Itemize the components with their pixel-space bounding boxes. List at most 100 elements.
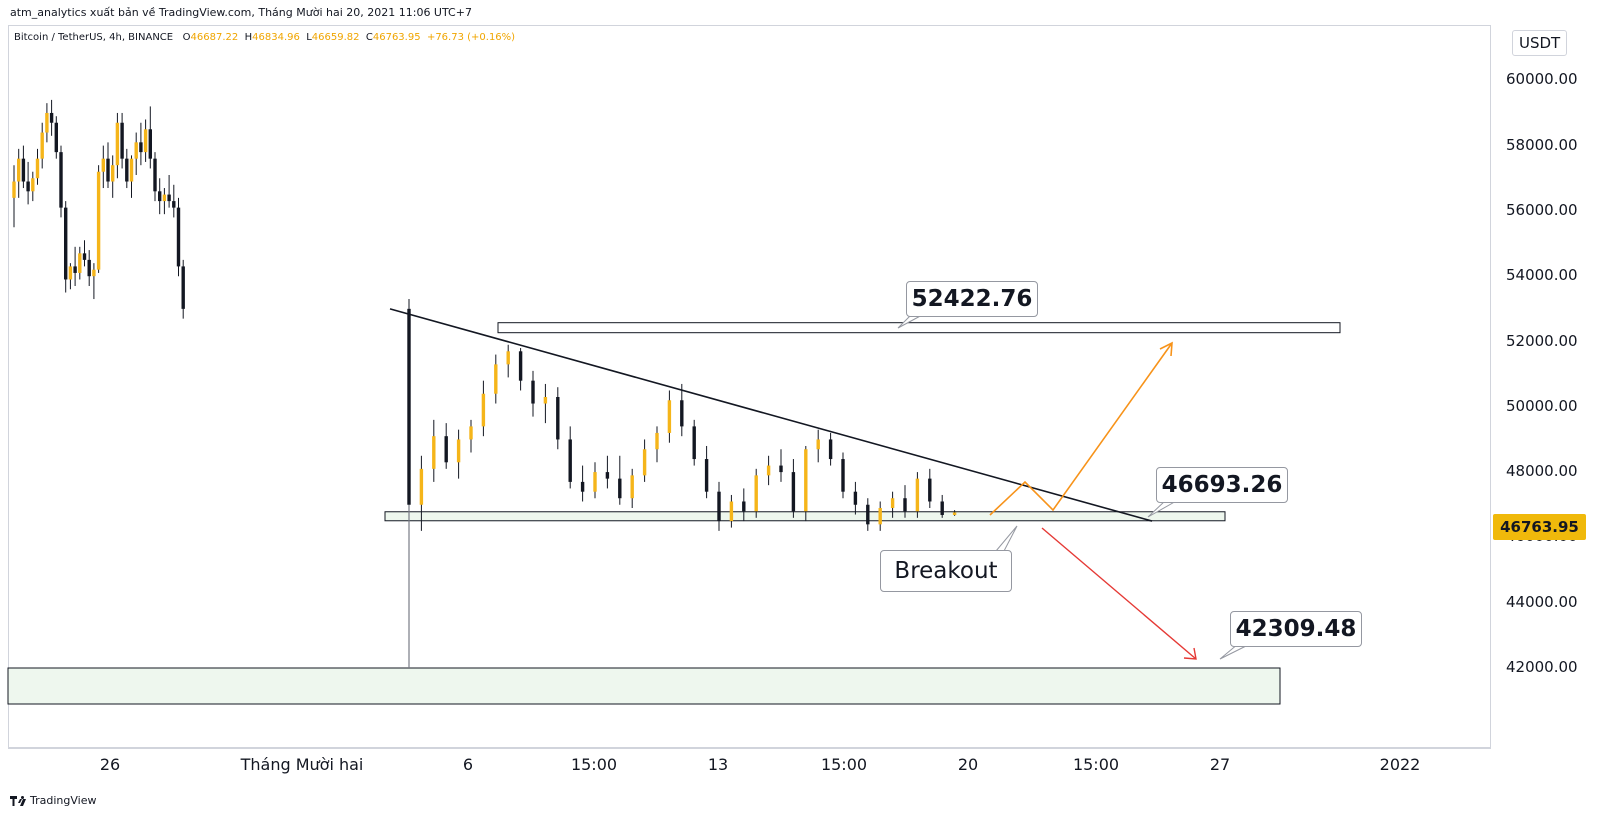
candle — [96, 165, 101, 273]
candle — [642, 439, 647, 482]
candle — [742, 488, 746, 522]
candle — [618, 455, 622, 505]
time-tick: 27 — [1209, 755, 1231, 774]
target-label[interactable]: 42309.48 — [1230, 611, 1362, 647]
candle — [667, 390, 672, 443]
candle — [125, 148, 129, 189]
candle — [12, 165, 16, 228]
candle — [181, 259, 185, 319]
legend-high-key: H — [244, 32, 253, 43]
candle — [779, 449, 783, 482]
legend-symbol: Bitcoin / TetherUS, 4h, BINANCE — [14, 32, 174, 43]
candle — [49, 99, 54, 136]
footer-brand-name: TradingView — [30, 794, 97, 807]
candle — [26, 161, 30, 205]
candle — [31, 171, 35, 202]
candle — [556, 387, 560, 450]
price-tick: 54000.00 — [1506, 266, 1578, 285]
time-tick: Tháng Mười hai — [240, 755, 364, 774]
chart-pane[interactable] — [8, 25, 1491, 748]
breakout-label[interactable]: Breakout — [880, 550, 1012, 592]
candle — [54, 116, 58, 159]
legend-close: 46763.95 — [372, 32, 421, 43]
candle — [87, 250, 91, 286]
time-tick: 15:00 — [570, 755, 618, 774]
price-tick: 42000.00 — [1506, 658, 1578, 676]
candle — [139, 122, 143, 166]
resistance-label[interactable]: 52422.76 — [906, 281, 1038, 317]
candle — [903, 485, 907, 518]
level-zone-target-zone[interactable] — [7, 667, 1281, 705]
candle — [816, 429, 820, 463]
candle — [143, 119, 148, 162]
price-tick: 48000.00 — [1506, 462, 1578, 481]
candle — [106, 142, 110, 189]
candle — [167, 174, 171, 208]
time-tick: 13 — [707, 755, 729, 774]
candle — [158, 178, 162, 215]
support-label[interactable]: 46693.26 — [1156, 467, 1288, 503]
time-tick: 26 — [99, 755, 121, 774]
resistance-label-pointer — [897, 313, 925, 329]
candle — [841, 452, 845, 499]
candle — [680, 383, 684, 437]
candle — [115, 112, 120, 179]
candle — [59, 145, 63, 218]
footer-brand[interactable]: TradingView — [10, 794, 96, 807]
price-tick: 56000.00 — [1506, 200, 1578, 219]
candle — [78, 246, 82, 280]
candle — [878, 501, 882, 531]
candle — [915, 472, 920, 518]
bullish-projection-arrow[interactable] — [989, 342, 1173, 516]
candle — [506, 344, 510, 378]
currency-button[interactable]: USDT — [1512, 30, 1568, 56]
candle — [928, 468, 932, 509]
candle — [866, 498, 870, 531]
support-label-pointer — [1147, 499, 1179, 518]
symbol-legend: Bitcoin / TetherUS, 4h, BINANCE O46687.2… — [14, 32, 515, 43]
candle — [655, 426, 659, 463]
bearish-arrowhead — [1183, 647, 1197, 660]
price-axis[interactable] — [1491, 25, 1600, 748]
legend-low: 46659.82 — [311, 32, 360, 43]
candle — [518, 348, 523, 391]
legend-low-key: L — [306, 32, 312, 43]
candle — [729, 494, 734, 528]
candle — [73, 246, 77, 286]
target-label-pointer — [1219, 643, 1251, 660]
candle — [692, 419, 696, 466]
candle — [605, 455, 610, 489]
candle — [419, 455, 424, 531]
bearish-projection-arrow[interactable] — [1041, 527, 1197, 660]
candle — [828, 432, 833, 466]
candle — [111, 155, 115, 198]
tradingview-logo-icon — [10, 795, 26, 806]
candle — [469, 419, 473, 453]
candle — [630, 468, 634, 509]
candle — [82, 240, 87, 267]
candle — [531, 370, 535, 417]
candle — [162, 188, 167, 215]
price-tick: 60000.00 — [1506, 70, 1578, 89]
level-zone-resistance-zone[interactable] — [497, 322, 1341, 334]
last-price-badge: 46763.95 — [1493, 514, 1586, 540]
level-zone-support-zone[interactable] — [384, 511, 1226, 522]
time-tick: 15:00 — [820, 755, 868, 774]
candle — [494, 354, 498, 404]
candle — [481, 380, 486, 437]
candle — [543, 383, 548, 424]
candle — [129, 155, 134, 198]
candle — [172, 184, 176, 218]
price-tick: 44000.00 — [1506, 592, 1578, 611]
legend-change: +76.73 (+0.16%) — [426, 32, 516, 43]
descending-trendline[interactable] — [389, 308, 1153, 522]
candle — [952, 510, 957, 516]
candle — [68, 263, 73, 290]
candle — [940, 494, 944, 518]
time-tick: 2022 — [1379, 755, 1421, 774]
price-tick: 52000.00 — [1506, 331, 1578, 350]
legend-high: 46834.96 — [252, 32, 300, 43]
candle — [580, 465, 585, 502]
candle — [148, 106, 152, 169]
candle — [791, 459, 796, 518]
